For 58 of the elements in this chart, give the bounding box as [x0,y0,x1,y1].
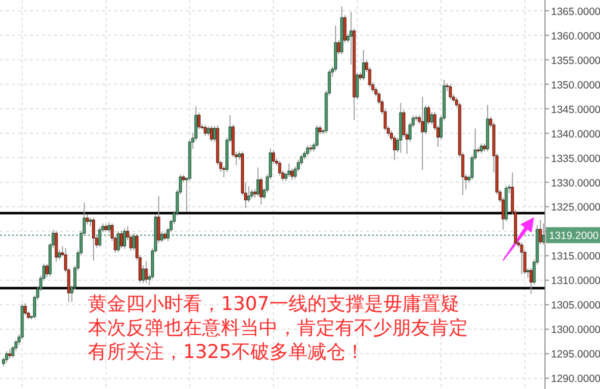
annotation: 本次反弹也在意料当中，肯定有不少朋友肯定 [88,317,468,339]
candlestick [247,186,250,203]
candlestick [204,124,207,137]
y-tick-label: 1300.0000 [551,324,600,336]
candlestick [198,112,201,130]
candlestick [8,348,12,360]
annotation: 黄金四小时看，1307一线的支撑是毋庸置疑 [88,293,460,315]
candlestick [337,40,340,55]
candlestick [420,96,424,171]
candlestick [427,104,430,125]
candlestick [350,11,353,66]
candlestick [5,350,8,364]
candlestick [210,125,213,142]
candlestick [430,112,434,125]
candlestick [356,72,359,100]
candlestick [288,163,291,178]
y-tick-label: 1335.0000 [551,152,600,165]
candlestick [520,242,524,275]
candlestick [256,167,260,197]
candlestick [538,219,542,245]
y-tick-label: 1355.0000 [551,54,600,67]
candlestick [315,124,318,148]
y-tick-label: 1330.0000 [551,177,600,190]
y-tick-label: 1360.0000 [551,30,600,42]
y-tick-label: 1340.0000 [551,128,600,140]
candlestick [108,222,111,234]
candlestick [272,149,276,164]
candlestick [45,264,48,278]
candlestick [142,265,145,284]
candlestick [213,125,216,143]
candlestick [526,268,530,278]
candlestick [120,230,123,249]
candlestick [343,14,346,44]
y-tick-label: 1295.0000 [551,348,600,361]
y-tick-label: 1345.0000 [551,104,600,116]
candlestick [92,217,96,262]
candlestick [530,267,533,294]
y-tick-label: 1310.0000 [551,275,600,288]
y-tick-label: 1305.0000 [551,300,600,312]
candlestick [362,49,365,81]
y-tick-label: 1315.0000 [551,250,600,263]
candlestick [58,249,61,260]
candlestick [306,145,310,156]
y-tick-label: 1350.0000 [551,79,600,92]
annotation: 有所关注，1325不破多单减仓！ [88,341,364,363]
candlestick [24,302,27,316]
candlestick [144,260,148,284]
ref-line-label: 1319.2000 [549,230,599,242]
y-tick-label: 1325.0000 [551,202,600,214]
candlestick [86,214,89,225]
y-tick-label: 1290.0000 [551,373,600,386]
candlestick [206,126,210,136]
candlestick [157,195,160,244]
candlestick [123,228,126,250]
candlestick [393,135,396,161]
y-tick-label: 1365.0000 [551,6,600,18]
candlestick [480,143,483,154]
candlestick [448,84,452,100]
